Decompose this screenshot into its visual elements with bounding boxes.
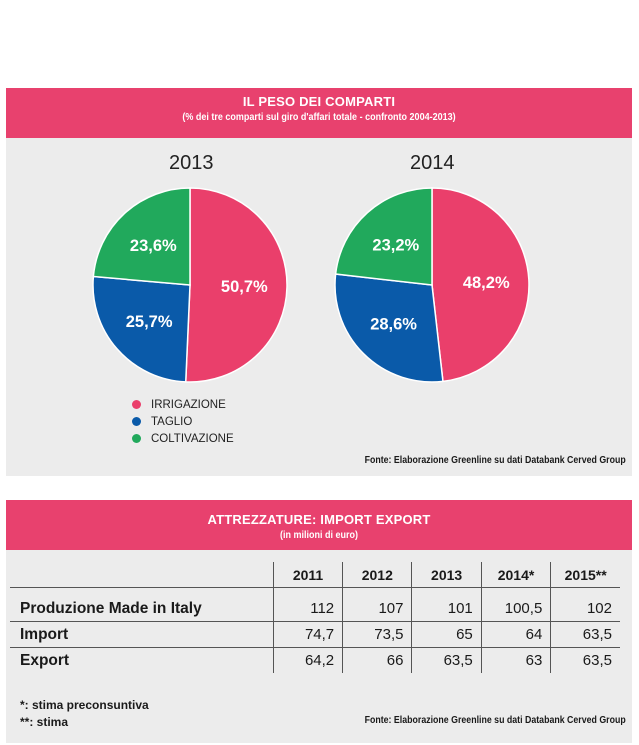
table-header-2014: 2014* — [480, 562, 551, 588]
table-header-corner — [10, 562, 274, 588]
table-cell: 64,2 — [272, 647, 343, 673]
table-header-row: 2011 2012 2013 2014* 2015** — [10, 562, 620, 588]
pie-slice-taglio — [334, 273, 444, 383]
row-label: Import — [10, 621, 274, 648]
table-spacer-row — [10, 587, 620, 596]
row-label: Export — [20, 651, 70, 669]
table-cell: 64 — [480, 621, 551, 648]
table-source-note: Fonte: Elaborazione Greenline su dati Da… — [364, 715, 626, 726]
table-notes: *: stima preconsuntiva **: stima — [20, 697, 149, 731]
pie-slice-coltivazione — [92, 187, 191, 286]
legend-item-taglio: TAGLIO — [132, 413, 234, 430]
table-cell: 74,7 — [272, 621, 343, 648]
import-export-table: 2011 2012 2013 2014* 2015** Produzione M… — [10, 562, 620, 673]
legend-item-irrigazione: IRRIGAZIONE — [132, 396, 234, 413]
table-cell: 66 — [342, 647, 412, 673]
table-panel: ATTREZZATURE: IMPORT EXPORT (in milioni … — [6, 500, 632, 743]
pie-panel: IL PESO DEI COMPARTI (% dei tre comparti… — [6, 88, 632, 476]
table-cell: 73,5 — [342, 621, 412, 648]
table-row: Import 74,7 73,5 65 64 63,5 — [10, 621, 620, 648]
pie-slice-taglio — [92, 275, 191, 383]
pie-slice-irrigazione — [184, 187, 288, 383]
table-row: Produzione Made in Italy 112 107 101 100… — [10, 596, 620, 622]
table-cell: 65 — [411, 621, 482, 648]
legend-dot-coltivazione — [132, 434, 141, 443]
table-cell: 107 — [342, 596, 412, 622]
pie-value-label-taglio: 28,6% — [370, 315, 417, 333]
pie-panel-subtitle: (% dei tre comparti sul giro d'affari to… — [182, 112, 456, 123]
pie-value-label-irrigazione: 50,7% — [221, 278, 268, 296]
table-cell: 63,5 — [550, 621, 620, 648]
pie-2014-title: 2014 — [410, 152, 455, 174]
legend-item-coltivazione: COLTIVAZIONE — [132, 430, 234, 447]
pie-slice-coltivazione — [334, 187, 433, 286]
legend-label-coltivazione: COLTIVAZIONE — [151, 432, 234, 445]
pie-value-label-coltivazione: 23,2% — [372, 236, 419, 254]
table-header-2013: 2013 — [411, 562, 482, 588]
pie-panel-title: IL PESO DEI COMPARTI — [242, 94, 396, 109]
pie-panel-header: IL PESO DEI COMPARTI (% dei tre comparti… — [6, 88, 632, 138]
table-cell: 63,5 — [550, 647, 620, 673]
table-cell: 102 — [550, 596, 620, 622]
table-cell: 101 — [411, 596, 482, 622]
pie-legend: IRRIGAZIONE TAGLIO COLTIVAZIONE — [132, 396, 234, 447]
table-panel-subtitle: (in milioni di euro) — [279, 530, 358, 541]
row-label: Produzione Made in Italy — [10, 596, 274, 622]
pie-source-note: Fonte: Elaborazione Greenline su dati Da… — [364, 455, 626, 466]
pie-value-label-coltivazione: 23,6% — [130, 237, 177, 255]
pie-value-label-irrigazione: 48,2% — [463, 274, 510, 292]
table-row: Export 64,2 66 63,5 63 63,5 — [10, 647, 620, 673]
note-preconsuntiva: *: stima preconsuntiva — [20, 698, 149, 712]
pie-slice-irrigazione — [431, 187, 530, 383]
legend-dot-irrigazione — [132, 400, 141, 409]
pie-chart-2014: 48,2% 28,6% 23,2% — [334, 187, 530, 383]
pie-2013-title: 2013 — [169, 152, 214, 174]
table-header-2011: 2011 — [272, 562, 343, 588]
note-stima: **: stima — [20, 715, 69, 729]
table-header-2012: 2012 — [342, 562, 412, 588]
legend-dot-taglio — [132, 417, 141, 426]
legend-label-irrigazione: IRRIGAZIONE — [151, 398, 226, 411]
table-cell: 63,5 — [411, 647, 482, 673]
table-panel-title: ATTREZZATURE: IMPORT EXPORT — [207, 512, 431, 527]
pie-value-label-taglio: 25,7% — [126, 313, 173, 331]
table-header-2015: 2015** — [550, 562, 620, 588]
table-cell: 63 — [480, 647, 551, 673]
table-cell: 100,5 — [480, 596, 551, 622]
pie-chart-2013: 50,7% 25,7% 23,6% — [92, 187, 288, 383]
table-panel-header: ATTREZZATURE: IMPORT EXPORT (in milioni … — [6, 500, 632, 550]
table-cell: 112 — [272, 596, 343, 622]
legend-label-taglio: TAGLIO — [151, 415, 193, 428]
